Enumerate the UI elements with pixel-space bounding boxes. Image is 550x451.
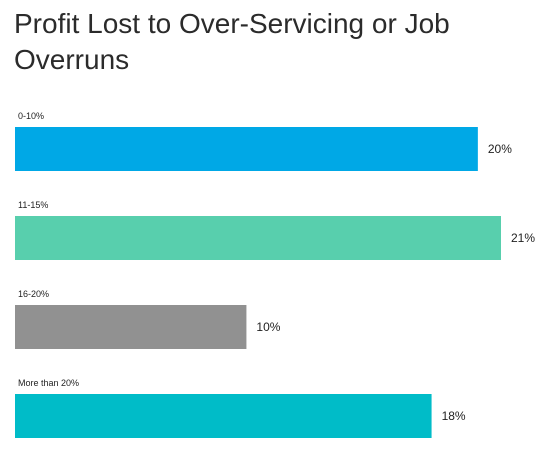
bar <box>15 127 478 171</box>
value-label: 21% <box>511 231 535 245</box>
value-label: 20% <box>488 142 512 156</box>
bar <box>15 394 432 438</box>
chart-title: Profit Lost to Over-Servicing or Job Ove… <box>14 8 450 75</box>
bar <box>15 305 247 349</box>
bar-group: 16-20% 10% <box>15 289 281 349</box>
category-label: More than 20% <box>18 378 79 388</box>
category-label: 16-20% <box>18 289 49 299</box>
bar <box>15 216 501 260</box>
value-label: 18% <box>442 409 466 423</box>
bars-layer: 0-10% 20% 11-15% 21% 16-20% 10% More than 20% 1… <box>15 111 535 438</box>
category-label: 0-10% <box>18 111 44 121</box>
bar-group: More than 20% 18% <box>15 378 466 438</box>
category-label: 11-15% <box>18 200 48 210</box>
value-label: 10% <box>256 320 280 334</box>
bar-group: 0-10% 20% <box>15 111 512 171</box>
bar-group: 11-15% 21% <box>15 200 535 260</box>
